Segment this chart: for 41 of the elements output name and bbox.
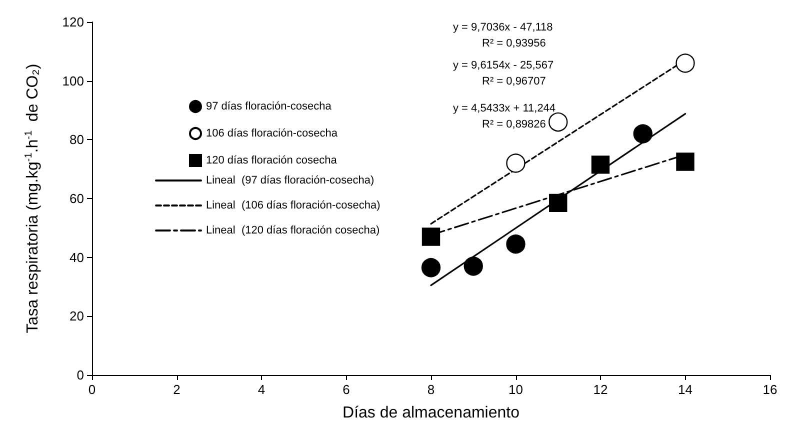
y-tick-label: 20 <box>70 308 84 324</box>
legend-label: Lineal (106 días floración-cosecha) <box>206 200 380 212</box>
legend-label: Lineal (97 días floración-cosecha) <box>206 174 374 186</box>
legend-label: 106 días floración-cosecha <box>206 128 338 140</box>
legend-label: 120 días floración cosecha <box>206 154 338 166</box>
annotation: y = 9,7036x - 47,118 <box>453 22 553 34</box>
x-tick-label: 6 <box>342 382 350 397</box>
point <box>464 256 483 276</box>
point <box>506 234 526 254</box>
point <box>548 112 568 132</box>
x-tick-label: 16 <box>762 382 778 397</box>
y-tick-label: 100 <box>62 73 84 88</box>
y-tick-label: 0 <box>76 368 84 382</box>
point <box>633 124 652 144</box>
annotation: R² = 0,89826 <box>482 118 546 130</box>
point <box>676 152 694 171</box>
x-tick-label: 14 <box>678 382 692 397</box>
point <box>506 154 526 173</box>
x-axis-title: Días de almacenamiento <box>342 404 520 422</box>
y-tick-label: 120 <box>62 14 84 30</box>
point <box>422 228 440 246</box>
annotation: R² = 0,93956 <box>482 38 546 50</box>
annotation: R² = 0,96707 <box>482 76 546 88</box>
legend-label: 97 días floración-cosecha <box>206 100 332 112</box>
annotation: y = 4,5433x + 11,244 <box>453 102 556 114</box>
y-tick-label: 60 <box>70 191 84 206</box>
point <box>421 258 441 278</box>
x-tick-label: 12 <box>593 382 608 397</box>
legend-label: Lineal (120 días floración cosecha) <box>206 224 380 236</box>
x-tick-label: 8 <box>427 382 435 397</box>
point <box>591 156 610 174</box>
x-tick-label: 0 <box>88 382 96 397</box>
point <box>549 194 568 212</box>
y-tick-label: 40 <box>70 250 84 265</box>
annotation: y = 9,6154x - 25,567 <box>453 60 554 72</box>
y-tick-label: 80 <box>70 132 84 148</box>
x-tick-label: 10 <box>508 382 523 397</box>
x-tick-label: 2 <box>173 382 180 397</box>
point <box>676 54 695 73</box>
x-tick-label: 4 <box>258 382 266 397</box>
y-axis-title: Tasa respiratoria (mg.kg-1.h-1 de CO₂) <box>24 64 42 334</box>
